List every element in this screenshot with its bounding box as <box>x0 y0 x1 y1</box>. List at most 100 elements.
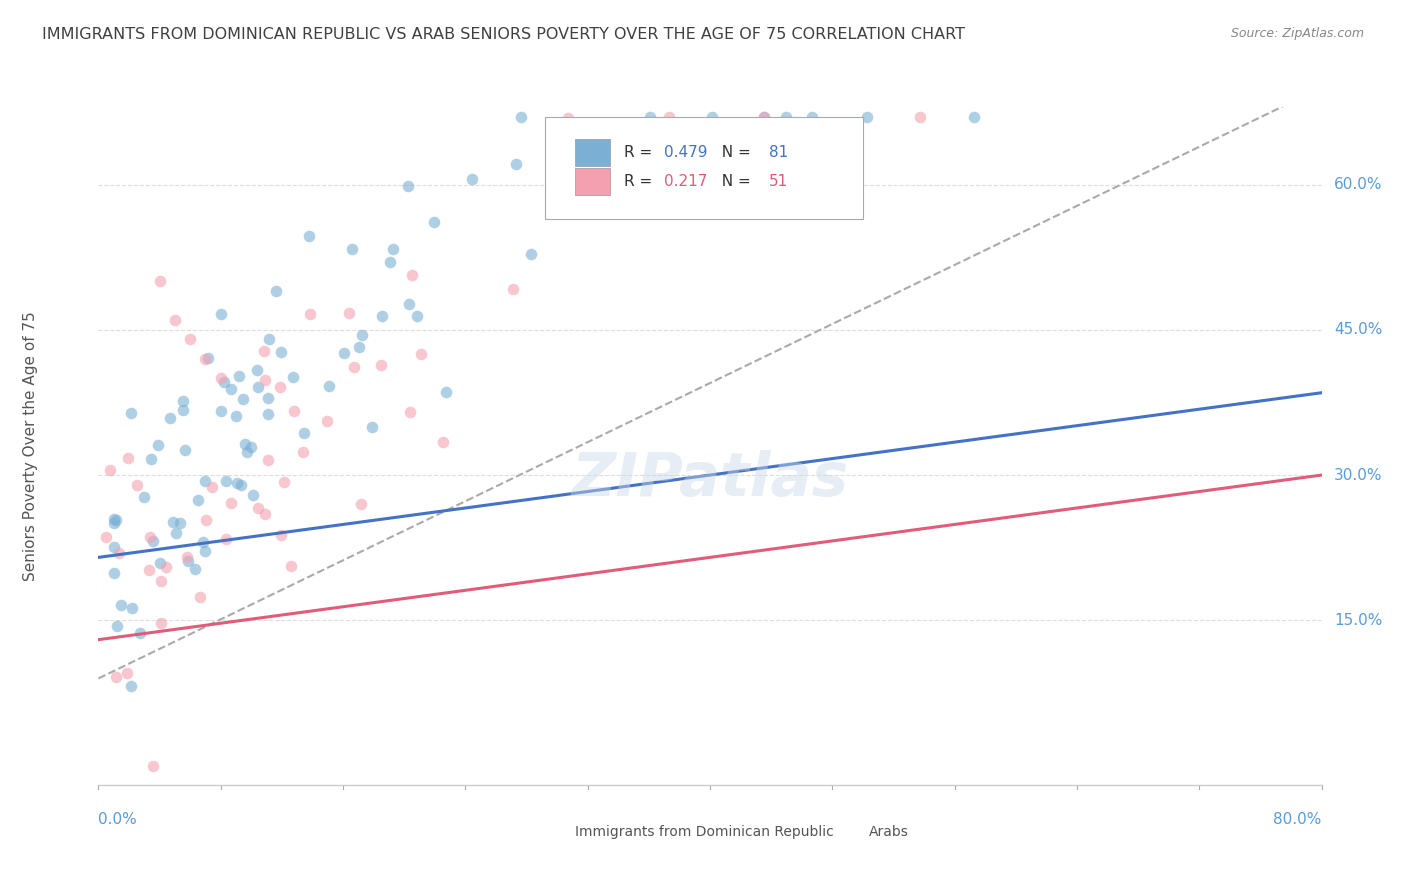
Point <box>172 403 194 417</box>
Point <box>103 512 125 526</box>
Point <box>194 351 217 366</box>
Point <box>509 110 531 124</box>
Point <box>191 535 214 549</box>
Text: Arabs: Arabs <box>869 825 908 839</box>
Point <box>502 282 524 296</box>
Point <box>159 411 181 425</box>
Point <box>432 434 454 449</box>
Text: Source: ZipAtlas.com: Source: ZipAtlas.com <box>1230 27 1364 40</box>
Point <box>110 598 132 612</box>
Point <box>702 110 724 124</box>
Point <box>138 563 160 577</box>
Point <box>209 371 232 385</box>
Point <box>257 391 280 405</box>
Point <box>139 530 162 544</box>
Point <box>340 243 363 257</box>
Point <box>370 359 392 373</box>
Point <box>209 404 232 418</box>
Point <box>121 601 143 615</box>
Point <box>405 309 427 323</box>
Point <box>187 492 209 507</box>
Point <box>350 327 373 342</box>
Point <box>423 215 446 229</box>
Point <box>209 307 232 321</box>
Point <box>214 376 236 390</box>
Point <box>908 110 931 124</box>
Point <box>343 360 366 375</box>
Point <box>283 370 305 384</box>
Point <box>219 496 242 510</box>
Point <box>347 340 370 354</box>
Point <box>253 373 276 387</box>
Point <box>398 297 420 311</box>
Text: 15.0%: 15.0% <box>1334 613 1382 628</box>
Text: ZIPatlas: ZIPatlas <box>571 450 849 509</box>
Point <box>103 540 125 554</box>
Point <box>775 110 797 124</box>
Point <box>409 347 432 361</box>
Point <box>240 440 263 454</box>
Point <box>155 560 177 574</box>
Point <box>117 665 139 680</box>
Point <box>434 384 457 399</box>
Point <box>107 546 129 560</box>
Point <box>264 285 287 299</box>
Point <box>315 414 337 428</box>
Point <box>382 242 405 256</box>
Point <box>253 507 276 521</box>
Text: 0.479: 0.479 <box>664 145 707 160</box>
Point <box>98 463 121 477</box>
FancyBboxPatch shape <box>827 821 860 845</box>
Point <box>318 379 340 393</box>
Text: 45.0%: 45.0% <box>1334 322 1382 337</box>
Point <box>195 513 218 527</box>
Point <box>270 528 292 542</box>
FancyBboxPatch shape <box>575 139 610 166</box>
Point <box>233 437 256 451</box>
Point <box>638 110 661 124</box>
Point <box>299 307 322 321</box>
Point <box>179 333 201 347</box>
Point <box>228 369 250 384</box>
Point <box>229 478 252 492</box>
Text: 30.0%: 30.0% <box>1334 467 1382 483</box>
Point <box>630 130 652 145</box>
Point <box>360 420 382 434</box>
Point <box>637 133 659 147</box>
Point <box>269 380 291 394</box>
Point <box>337 305 360 319</box>
Point <box>215 532 238 546</box>
Point <box>396 178 419 193</box>
Point <box>520 247 543 261</box>
Text: Immigrants from Dominican Republic: Immigrants from Dominican Republic <box>575 825 834 839</box>
Point <box>103 516 125 530</box>
Point <box>505 157 527 171</box>
Text: 80.0%: 80.0% <box>1274 812 1322 827</box>
Point <box>401 268 423 283</box>
Point <box>280 558 302 573</box>
FancyBboxPatch shape <box>533 821 567 845</box>
Point <box>658 110 681 124</box>
Text: R =: R = <box>624 174 658 189</box>
Point <box>461 171 484 186</box>
Point <box>105 619 128 633</box>
Point <box>754 110 776 124</box>
Point <box>139 451 162 466</box>
Point <box>150 574 173 588</box>
Text: 81: 81 <box>769 145 787 160</box>
Point <box>232 392 254 406</box>
Point <box>148 438 170 452</box>
Point <box>162 515 184 529</box>
Point <box>856 110 879 124</box>
Point <box>120 679 142 693</box>
Point <box>399 405 422 419</box>
Text: 0.0%: 0.0% <box>98 812 138 827</box>
Text: 0.217: 0.217 <box>664 174 707 189</box>
Point <box>225 475 247 490</box>
Point <box>257 453 280 467</box>
Point <box>184 562 207 576</box>
Point <box>246 501 269 516</box>
Point <box>963 110 986 124</box>
Point <box>201 480 224 494</box>
Point <box>242 488 264 502</box>
